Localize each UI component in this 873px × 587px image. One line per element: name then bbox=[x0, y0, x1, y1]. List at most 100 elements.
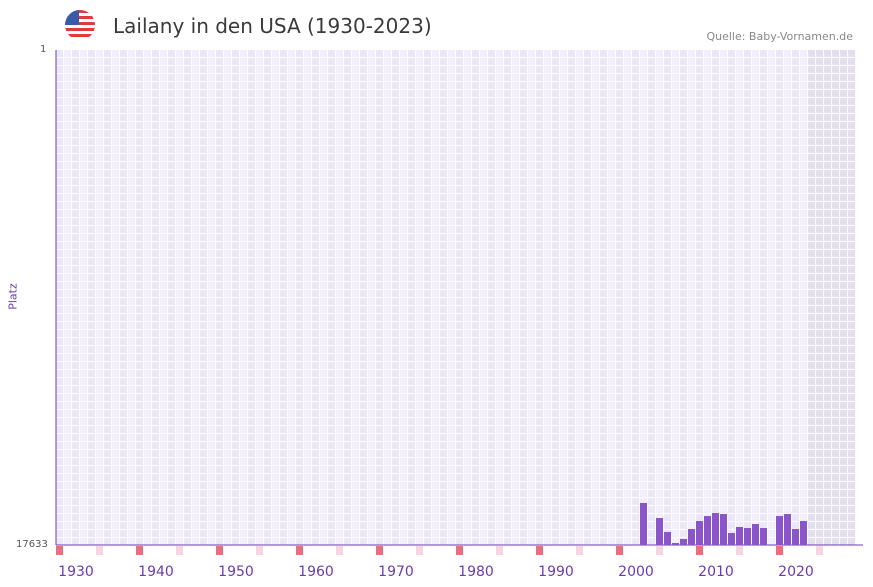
grid-cell bbox=[624, 178, 631, 185]
grid-cell bbox=[232, 138, 239, 145]
grid-cell bbox=[240, 98, 247, 105]
grid-cell bbox=[528, 346, 535, 353]
grid-cell bbox=[672, 130, 679, 137]
grid-cell bbox=[152, 506, 159, 513]
grid-cell bbox=[400, 402, 407, 409]
grid-cell bbox=[128, 450, 135, 457]
grid-cell bbox=[408, 274, 415, 281]
grid-cell bbox=[256, 458, 263, 465]
grid-cell bbox=[176, 250, 183, 257]
grid-cell bbox=[200, 106, 207, 113]
grid-cell bbox=[96, 98, 103, 105]
grid-cell bbox=[344, 114, 351, 121]
grid-cell bbox=[536, 66, 543, 73]
grid-cell bbox=[640, 146, 647, 153]
grid-cell bbox=[592, 450, 599, 457]
grid-cell bbox=[432, 154, 439, 161]
grid-cell bbox=[360, 418, 367, 425]
grid-cell bbox=[440, 258, 447, 265]
grid-cell bbox=[184, 202, 191, 209]
grid-cell bbox=[672, 402, 679, 409]
grid-cell bbox=[512, 178, 519, 185]
grid-cell bbox=[288, 450, 295, 457]
grid-cell bbox=[368, 146, 375, 153]
grid-cell bbox=[168, 298, 175, 305]
grid-cell bbox=[632, 330, 639, 337]
grid-cell bbox=[512, 466, 519, 473]
grid-cell bbox=[120, 234, 127, 241]
grid-cell bbox=[336, 530, 343, 537]
grid-cell bbox=[104, 442, 111, 449]
grid-cell bbox=[600, 114, 607, 121]
grid-cell bbox=[664, 170, 671, 177]
grid-cell bbox=[56, 418, 63, 425]
grid-cell bbox=[528, 450, 535, 457]
grid-cell bbox=[384, 114, 391, 121]
grid-cell bbox=[272, 306, 279, 313]
grid-cell bbox=[232, 202, 239, 209]
grid-cell bbox=[648, 242, 655, 249]
grid-cell bbox=[408, 50, 415, 57]
grid-cell bbox=[472, 338, 479, 345]
grid-cell bbox=[184, 186, 191, 193]
grid-cell bbox=[536, 202, 543, 209]
grid-cell bbox=[688, 146, 695, 153]
grid-cell bbox=[360, 106, 367, 113]
grid-cell bbox=[496, 426, 503, 433]
grid-cell bbox=[464, 426, 471, 433]
grid-cell bbox=[664, 378, 671, 385]
grid-cell bbox=[584, 186, 591, 193]
grid-cell bbox=[160, 226, 167, 233]
grid-cell bbox=[536, 306, 543, 313]
grid-cell bbox=[192, 386, 199, 393]
grid-cell bbox=[168, 338, 175, 345]
grid-cell bbox=[664, 402, 671, 409]
grid-cell bbox=[160, 306, 167, 313]
grid-cell bbox=[680, 242, 687, 249]
grid-cell bbox=[488, 202, 495, 209]
grid-cell bbox=[72, 266, 79, 273]
grid-cell bbox=[256, 258, 263, 265]
grid-cell bbox=[168, 210, 175, 217]
grid-cell bbox=[200, 122, 207, 129]
grid-cell bbox=[552, 370, 559, 377]
grid-cell bbox=[512, 538, 519, 545]
grid-cell bbox=[320, 386, 327, 393]
grid-cell bbox=[456, 250, 463, 257]
grid-cell bbox=[432, 290, 439, 297]
grid-cell bbox=[648, 162, 655, 169]
grid-cell bbox=[488, 90, 495, 97]
grid-cell bbox=[560, 138, 567, 145]
grid-cell bbox=[232, 274, 239, 281]
grid-cell bbox=[96, 538, 103, 545]
grid-cell bbox=[408, 250, 415, 257]
grid-cell bbox=[144, 266, 151, 273]
grid-cell bbox=[568, 146, 575, 153]
grid-cell bbox=[496, 514, 503, 521]
grid-cell bbox=[440, 338, 447, 345]
grid-cell bbox=[304, 418, 311, 425]
grid-cell bbox=[88, 266, 95, 273]
grid-cell bbox=[232, 354, 239, 361]
source-link[interactable]: Quelle: Baby-Vornamen.de bbox=[706, 30, 853, 43]
grid-cell bbox=[456, 274, 463, 281]
grid-cell bbox=[672, 506, 679, 513]
grid-cell bbox=[552, 490, 559, 497]
grid-cell bbox=[336, 66, 343, 73]
grid-cell bbox=[464, 474, 471, 481]
grid-cell bbox=[456, 426, 463, 433]
grid-cell bbox=[536, 250, 543, 257]
grid-cell bbox=[288, 282, 295, 289]
grid-cell bbox=[608, 474, 615, 481]
grid-cell bbox=[56, 66, 63, 73]
grid-cell bbox=[432, 450, 439, 457]
grid-cell bbox=[464, 266, 471, 273]
grid-cell bbox=[184, 242, 191, 249]
grid-cell bbox=[80, 202, 87, 209]
grid-cell bbox=[232, 482, 239, 489]
grid-cell bbox=[536, 514, 543, 521]
grid-cell bbox=[672, 138, 679, 145]
grid-cell bbox=[368, 282, 375, 289]
grid-cell bbox=[544, 418, 551, 425]
grid-cell bbox=[304, 402, 311, 409]
